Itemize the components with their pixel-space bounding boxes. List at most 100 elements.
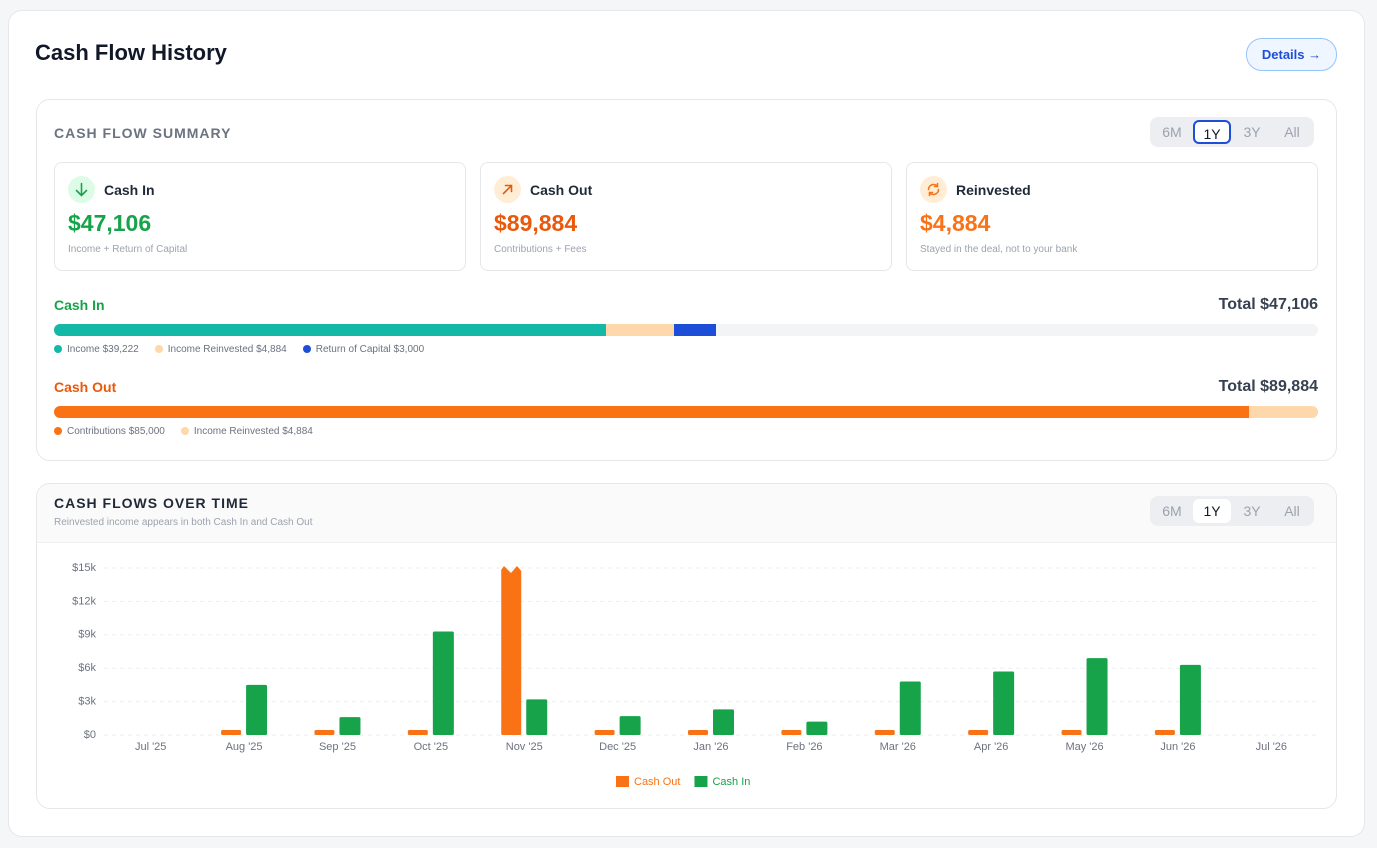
legend-amount: $39,222 (102, 344, 139, 355)
bar-segment (605, 324, 675, 336)
x-tick-label: Nov '25 (506, 741, 543, 753)
bar (781, 730, 802, 735)
details-button[interactable]: Details → (1246, 38, 1337, 71)
y-tick-label: $9k (78, 629, 96, 641)
summary-panel (36, 99, 1337, 461)
y-tick-label: $15k (72, 562, 96, 574)
bar (1179, 664, 1201, 735)
bar-legend: Income $39,222 Income Reinvested $4,884 Re… (54, 344, 424, 355)
bar (688, 730, 708, 735)
legend-swatch (694, 776, 708, 787)
legend-dot (180, 427, 189, 435)
bar (1061, 730, 1082, 735)
bar-label: Cash Out (54, 379, 117, 395)
bar (432, 631, 454, 735)
bar-segment (54, 406, 1250, 418)
x-tick-label: Dec '25 (599, 741, 636, 753)
legend-name: Income (67, 344, 100, 355)
stat-note: Income + Return of Capital (68, 244, 188, 255)
stat-label: Cash Out (530, 182, 593, 198)
x-tick-label: Sep '25 (319, 741, 356, 753)
page-title: Cash Flow History (35, 40, 227, 65)
x-tick-label: Jul '25 (135, 741, 166, 753)
stat-card: Cash Out $89,884 Contributions + Fees (480, 162, 892, 271)
range-selector: 6M 1Y 3Y All (1150, 117, 1314, 147)
icon-path (502, 184, 513, 195)
x-tick-label: May '26 (1065, 741, 1103, 753)
stat-icon (68, 176, 95, 203)
bar (899, 681, 921, 735)
stat-label: Cash In (104, 182, 155, 198)
x-tick-label: Oct '25 (414, 741, 449, 753)
bar-segment (1249, 406, 1318, 418)
bar (1086, 658, 1108, 735)
legend-label: Cash In (712, 776, 750, 788)
bar (314, 730, 335, 735)
legend-name: Contributions (67, 426, 126, 437)
bar (594, 730, 615, 735)
bar (1154, 730, 1175, 735)
stat-value: $4,884 (920, 210, 991, 236)
stat-value: $47,106 (68, 210, 152, 236)
range-option[interactable]: 3Y (1243, 503, 1261, 519)
total-amount: $89,884 (1260, 378, 1318, 395)
range-option[interactable]: All (1284, 503, 1300, 519)
x-tick-label: Feb '26 (786, 741, 822, 753)
total-amount: $47,106 (1260, 296, 1318, 313)
stat-label: Reinvested (956, 182, 1031, 198)
y-tick-label: $12k (72, 595, 96, 607)
stat-card: Reinvested $4,884 Stayed in the deal, not … (906, 162, 1318, 271)
range-option[interactable]: 3Y (1243, 124, 1261, 140)
bar (874, 730, 895, 735)
legend-dot (154, 345, 163, 353)
bar-total: Total $89,884 (1219, 378, 1318, 396)
legend-swatch (616, 776, 629, 787)
section-title: CASH FLOWS OVER TIME (54, 495, 249, 511)
bar (619, 716, 641, 735)
x-tick-label: Jun '26 (1160, 741, 1195, 753)
icon-glyph (502, 184, 513, 195)
range-option[interactable]: 1Y (1193, 120, 1231, 144)
legend-dot (54, 345, 62, 353)
range-selector: 6M 1Y 3Y All (1150, 496, 1314, 526)
bar-total: Total $47,106 (1219, 296, 1318, 314)
y-tick-label: $6k (78, 662, 96, 674)
section-title: CASH FLOW SUMMARY (54, 125, 232, 141)
legend-dot (54, 427, 62, 435)
legend-amount: $4,884 (256, 344, 287, 355)
bar-segment (54, 324, 606, 336)
bar (993, 671, 1015, 735)
legend-item: Income Reinvested $4,884 (154, 344, 287, 355)
range-option[interactable]: 6M (1162, 124, 1182, 140)
legend-amount: $4,884 (282, 426, 313, 437)
bar (713, 709, 734, 735)
legend-dot (302, 345, 311, 353)
legend-name: Return of Capital (315, 344, 391, 355)
legend-item: Return of Capital $3,000 (302, 344, 424, 355)
range-option[interactable]: All (1284, 124, 1300, 140)
legend-item: Income $39,222 (54, 344, 139, 355)
bars (221, 566, 1201, 736)
bar-segment (674, 324, 717, 336)
x-tick-label: Mar '26 (880, 741, 916, 753)
x-tick-label: Jul '26 (1256, 741, 1287, 753)
legend-item: Contributions $85,000 (54, 426, 165, 437)
y-tick-label: $0 (84, 729, 96, 741)
icon-glyph (75, 182, 88, 197)
stat-note: Stayed in the deal, not to your bank (920, 244, 1078, 255)
range-option[interactable]: 1Y (1193, 499, 1231, 523)
bar (501, 566, 522, 736)
stat-icon (920, 176, 947, 203)
y-tick-label: $3k (78, 696, 96, 708)
bar (246, 684, 268, 735)
bar (339, 717, 361, 735)
range-option[interactable]: 6M (1162, 503, 1182, 519)
chart-panel (36, 483, 1337, 809)
legend-name: Income Reinvested (193, 426, 280, 437)
total-prefix: Total (1218, 378, 1256, 395)
x-tick-label: Aug '25 (226, 741, 263, 753)
icon-path (927, 182, 940, 197)
bar-label: Cash In (54, 297, 105, 313)
